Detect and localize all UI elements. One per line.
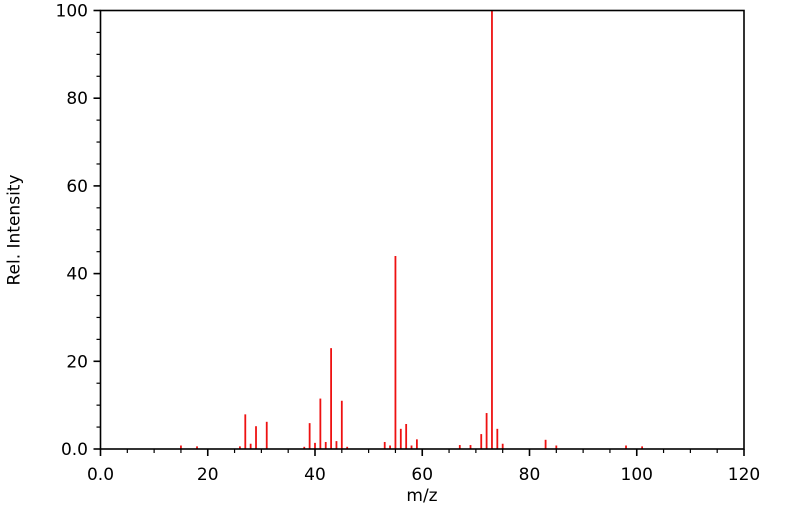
x-tick-label-40: 40: [304, 465, 326, 485]
y-tick-label-100: 100: [56, 2, 88, 22]
x-tick-label-80: 80: [519, 465, 541, 485]
x-tick-label-0: 0.0: [87, 465, 114, 485]
y-tick-label-20: 20: [66, 352, 88, 372]
x-tick-label-20: 20: [197, 465, 219, 485]
x-axis-title: m/z: [406, 486, 438, 506]
y-tick-label-80: 80: [66, 89, 88, 109]
x-tick-label-120: 120: [728, 465, 760, 485]
y-tick-label-0: 0.0: [61, 440, 88, 460]
x-tick-label-60: 60: [411, 465, 433, 485]
y-tick-label-40: 40: [66, 265, 88, 285]
y-tick-label-60: 60: [66, 177, 88, 197]
y-axis-title: Rel. Intensity: [4, 174, 25, 286]
x-tick-label-100: 100: [621, 465, 653, 485]
plot-frame: [99, 9, 745, 450]
